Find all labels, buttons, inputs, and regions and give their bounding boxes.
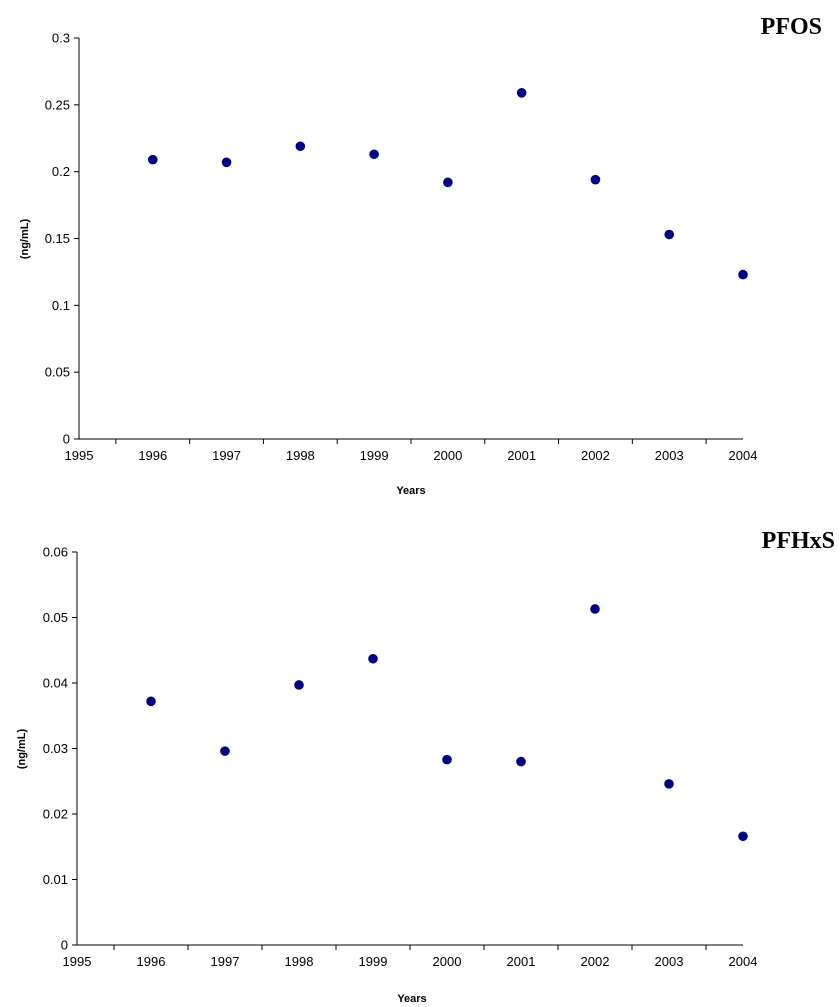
- x-tick-label: 2004: [729, 954, 758, 969]
- x-tick-label: 2000: [433, 954, 462, 969]
- x-axis-title: Years: [396, 485, 425, 497]
- x-tick-label: 1996: [138, 448, 167, 463]
- data-point: [590, 604, 600, 614]
- y-tick-label: 0.05: [43, 610, 68, 625]
- x-tick-label: 2002: [581, 954, 610, 969]
- x-tick-label: 1998: [285, 954, 314, 969]
- data-point: [664, 779, 674, 789]
- x-tick-label: 2003: [655, 448, 684, 463]
- data-point: [295, 141, 306, 152]
- y-tick-label: 0.15: [45, 231, 70, 246]
- y-tick-label: 0.2: [52, 164, 70, 179]
- data-point: [294, 680, 304, 690]
- x-tick-label: 2002: [581, 448, 610, 463]
- data-point: [664, 229, 675, 240]
- data-point: [368, 653, 378, 664]
- x-tick-label: 2004: [729, 448, 758, 463]
- data-point: [738, 269, 748, 280]
- data-point: [443, 177, 453, 188]
- y-axis-title: (ng/mL): [19, 219, 31, 260]
- x-tick-label: 1995: [63, 954, 92, 969]
- x-tick-label: 2003: [655, 954, 684, 969]
- x-tick-label: 1995: [65, 448, 94, 463]
- y-tick-label: 0.3: [52, 31, 70, 46]
- y-tick-label: 0.06: [43, 545, 68, 560]
- x-tick-label: 1999: [360, 448, 389, 463]
- y-tick-label: 0: [63, 432, 70, 447]
- x-tick-label: 2001: [507, 448, 536, 463]
- data-point: [146, 696, 156, 707]
- y-tick-label: 0: [61, 938, 68, 953]
- x-tick-label: 1996: [137, 954, 166, 969]
- data-point: [221, 157, 232, 168]
- x-tick-label: 2000: [433, 448, 462, 463]
- data-point: [516, 756, 526, 767]
- pfhxs-chart: 0 0.01 0.02 0.03 0.04 0.05 0.06 1995 1996 1997 199…: [16, 528, 835, 1005]
- x-tick-label: 2001: [507, 954, 536, 969]
- chart-title: PFOS: [761, 14, 822, 40]
- data-point: [516, 88, 527, 98]
- data-point: [590, 174, 601, 185]
- data-point: [738, 831, 748, 842]
- data-point: [220, 746, 230, 756]
- y-tick-label: 0.01: [43, 872, 68, 887]
- x-tick-label: 1998: [286, 448, 315, 463]
- y-axis-title: (ng/mL): [16, 729, 28, 770]
- y-tick-label: 0.02: [43, 807, 68, 822]
- y-tick-label: 0.25: [45, 97, 70, 112]
- y-tick-label: 0.04: [43, 676, 68, 691]
- y-tick-label: 0.03: [43, 741, 68, 756]
- x-axis-title: Years: [397, 993, 426, 1005]
- x-tick-label: 1997: [211, 954, 240, 969]
- x-tick-label: 1997: [212, 448, 241, 463]
- pfos-chart: 0 0.05 0.1 0.15 0.2 0.25 0.3 1995 1996 1997 1998 19…: [19, 14, 822, 497]
- data-point: [442, 754, 452, 765]
- data-point: [147, 154, 158, 165]
- x-tick-label: 1999: [359, 954, 388, 969]
- y-tick-label: 0.05: [45, 365, 70, 380]
- chart-title: PFHxS: [762, 528, 835, 554]
- y-tick-label: 0.1: [52, 298, 70, 313]
- data-point: [369, 149, 379, 160]
